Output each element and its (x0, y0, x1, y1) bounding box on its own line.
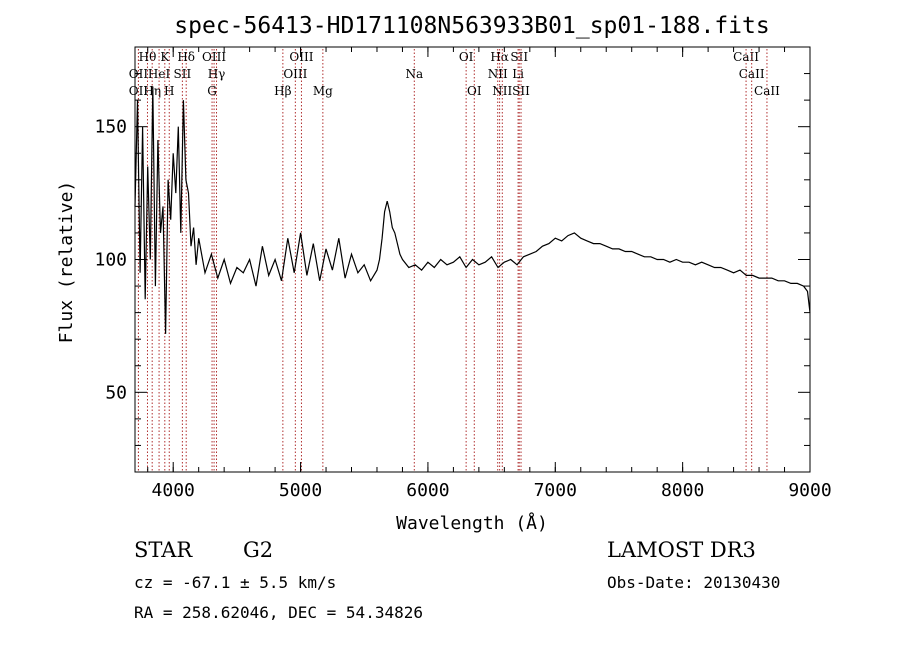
observation-date: Obs-Date: 20130430 (607, 573, 781, 592)
chart-title: spec-56413-HD171108N563933B01_sp01-188.f… (174, 13, 769, 39)
x-tick-label: 7000 (534, 480, 577, 501)
line-marker-label: CaII (733, 50, 759, 64)
x-tick-label: 8000 (661, 480, 704, 501)
line-marker-label: SII (512, 84, 530, 98)
line-marker-label: CaII (754, 84, 780, 98)
line-marker-label: Hγ (208, 67, 226, 81)
y-tick-label: 100 (94, 250, 127, 271)
line-marker-label: K (160, 50, 170, 64)
x-tick-label: 9000 (788, 480, 831, 501)
x-tick-label: 5000 (279, 480, 322, 501)
object-class: STAR (134, 538, 193, 562)
survey-label: LAMOST DR3 (607, 538, 756, 562)
line-marker-label: NII (492, 84, 512, 98)
line-marker-label: OI (467, 84, 482, 98)
line-marker-label: Na (405, 67, 423, 81)
x-axis: 4000 5000 6000 7000 8000 9000 (147, 47, 832, 501)
line-marker-label: NII (488, 67, 508, 81)
line-marker-label: OIII (283, 67, 307, 81)
line-marker-label: G (207, 84, 217, 98)
redshift-velocity: cz = -67.1 ± 5.5 km/s (134, 573, 337, 592)
x-axis-label: Wavelength (Å) (396, 512, 548, 534)
spectrum-line (134, 86, 811, 334)
line-marker-label: OI (459, 50, 474, 64)
x-tick-label: 6000 (406, 480, 449, 501)
line-marker-label: Mg (313, 84, 333, 98)
line-marker-label: Hδ (177, 50, 195, 64)
line-marker-label: Hα (490, 50, 509, 64)
line-marker-label: HeI (148, 67, 171, 81)
line-marker-label: SII (174, 67, 192, 81)
line-marker-label: H (164, 84, 174, 98)
y-axis-label: Flux (relative) (56, 181, 77, 344)
y-axis: 50 100 150 (94, 46, 810, 446)
coordinates: RA = 258.62046, DEC = 54.34826 (134, 603, 423, 622)
line-marker-label: OIII (289, 50, 313, 64)
line-marker-label: Hβ (274, 84, 291, 98)
object-subclass: G2 (243, 538, 274, 562)
line-marker-label: OIII (202, 50, 226, 64)
line-marker-label: OII (129, 84, 149, 98)
y-tick-label: 150 (94, 117, 127, 138)
x-tick-label: 4000 (152, 480, 195, 501)
line-marker-label: CaII (739, 67, 765, 81)
line-marker-label: Hθ (139, 50, 157, 64)
spectrum-chart: spec-56413-HD171108N563933B01_sp01-188.f… (56, 13, 832, 534)
line-marker-label: Li (512, 67, 524, 81)
line-marker-label: SII (510, 50, 528, 64)
y-tick-label: 50 (105, 382, 127, 403)
